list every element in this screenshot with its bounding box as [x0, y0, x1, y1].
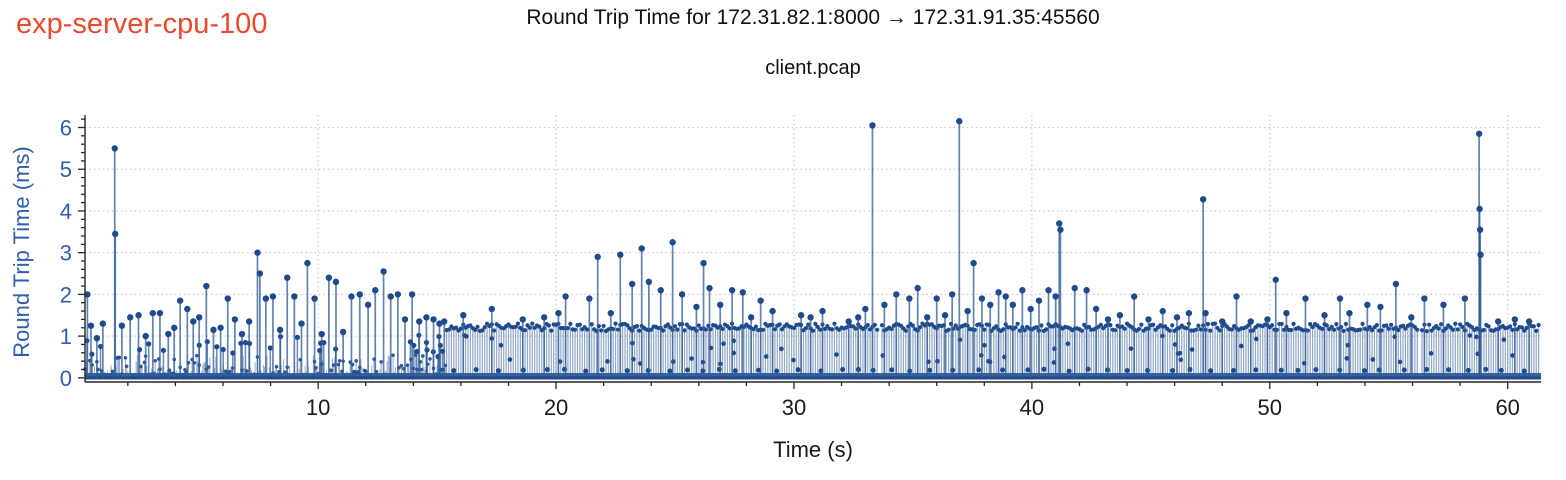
- x-axis-label: Time (s): [773, 437, 853, 462]
- svg-text:20: 20: [544, 395, 568, 420]
- axis-spines: [84, 115, 1541, 383]
- svg-text:5: 5: [60, 157, 72, 182]
- svg-text:0: 0: [60, 366, 72, 391]
- svg-text:40: 40: [1020, 395, 1044, 420]
- svg-text:10: 10: [306, 395, 330, 420]
- axis-ticks: [78, 118, 1509, 389]
- svg-text:4: 4: [60, 199, 72, 224]
- svg-text:50: 50: [1258, 395, 1282, 420]
- x-tick-labels: 10 20 30 40 50 60: [306, 395, 1520, 420]
- experiment-label: exp-server-cpu-100: [16, 8, 268, 40]
- baseline-stems-periodic: [444, 321, 1541, 378]
- svg-text:6: 6: [60, 116, 72, 141]
- svg-text:60: 60: [1495, 395, 1519, 420]
- baseline-dense-band: [85, 373, 1541, 380]
- svg-text:3: 3: [60, 241, 72, 266]
- y-tick-labels: 0 1 2 3 4 5 6: [60, 116, 72, 391]
- chart-subtitle: client.pcap: [765, 57, 861, 79]
- chart-title: Round Trip Time for 172.31.82.1:8000 → 1…: [526, 6, 1100, 29]
- spike-stems: [84, 118, 1533, 378]
- svg-text:1: 1: [60, 324, 72, 349]
- svg-text:2: 2: [60, 282, 72, 307]
- svg-text:30: 30: [782, 395, 806, 420]
